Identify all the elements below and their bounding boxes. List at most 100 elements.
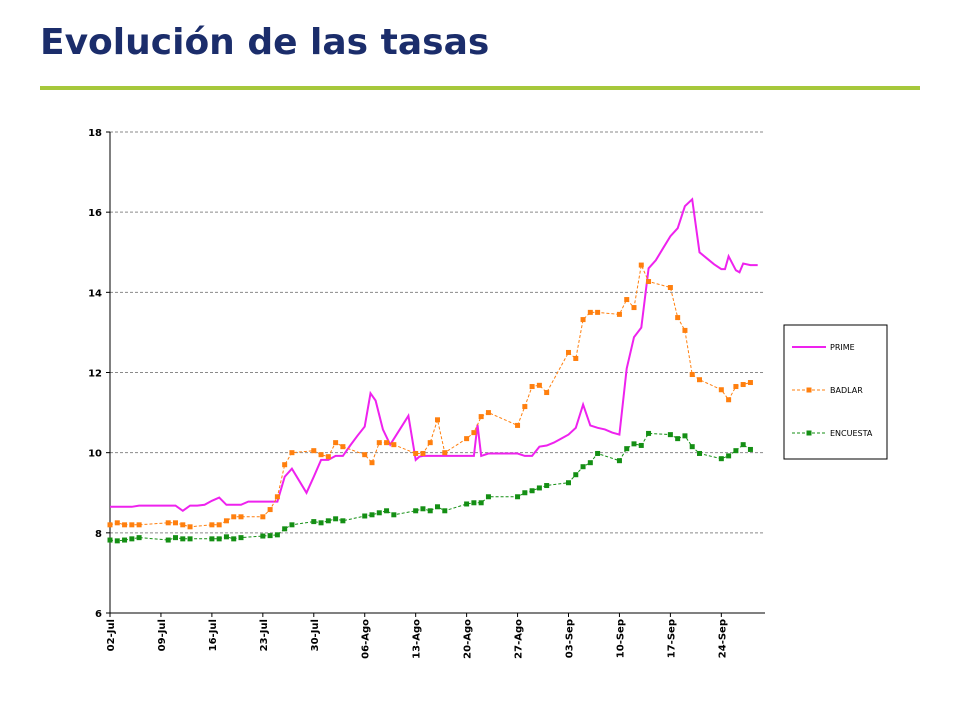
point-encuesta — [260, 533, 266, 539]
point-badlar — [107, 522, 113, 528]
point-badlar — [267, 507, 273, 513]
point-badlar — [587, 309, 593, 315]
point-badlar — [216, 522, 222, 528]
point-badlar — [223, 518, 229, 524]
slide-title: Evolución de las tasas — [40, 22, 490, 63]
point-encuesta — [362, 513, 368, 519]
point-badlar — [675, 315, 681, 321]
point-badlar — [442, 450, 448, 456]
point-badlar — [667, 285, 673, 291]
point-encuesta — [529, 488, 535, 494]
point-badlar — [435, 417, 440, 423]
series-line-encuesta — [109, 432, 751, 542]
point-encuesta — [114, 538, 120, 544]
x-tick-label: 20-Ago — [463, 619, 474, 659]
y-tick-label: 14 — [88, 288, 102, 299]
x-tick-label: 03-Sep — [565, 619, 576, 658]
point-badlar — [595, 309, 601, 315]
point-badlar — [682, 327, 688, 333]
point-encuesta — [536, 485, 542, 491]
point-encuesta — [267, 533, 273, 539]
point-encuesta — [173, 535, 178, 541]
point-encuesta — [675, 436, 681, 442]
point-encuesta — [595, 450, 601, 456]
point-encuesta — [180, 536, 186, 542]
point-badlar — [369, 460, 375, 466]
x-tick-label: 30-Jul — [310, 619, 321, 651]
point-badlar — [260, 514, 266, 520]
point-encuesta — [165, 537, 171, 543]
legend-marker-badlar — [806, 387, 812, 393]
point-encuesta — [435, 504, 440, 510]
legend-label-encuesta: ENCUESTA — [830, 429, 873, 438]
point-badlar — [697, 377, 702, 383]
point-encuesta — [427, 508, 433, 514]
point-badlar — [536, 382, 542, 388]
point-encuesta — [413, 508, 419, 514]
x-tick-label: 06-Ago — [361, 619, 372, 659]
point-badlar — [566, 349, 571, 355]
point-badlar — [631, 305, 637, 311]
point-encuesta — [682, 433, 688, 439]
x-tick-label: 16-Jul — [208, 619, 219, 651]
point-badlar — [209, 522, 215, 528]
point-encuesta — [376, 510, 382, 516]
legend-marker-encuesta — [806, 430, 812, 436]
point-encuesta — [689, 444, 695, 450]
point-badlar — [311, 448, 317, 454]
series-line-badlar — [109, 263, 751, 528]
point-encuesta — [318, 520, 324, 526]
point-badlar — [173, 520, 178, 526]
x-tick-label: 02-Jul — [106, 619, 117, 651]
point-encuesta — [718, 456, 724, 462]
point-encuesta — [485, 494, 491, 500]
point-encuesta — [580, 464, 586, 470]
x-tick-label: 27-Ago — [514, 619, 525, 659]
point-encuesta — [733, 448, 739, 454]
point-encuesta — [624, 446, 630, 452]
point-badlar — [544, 390, 550, 396]
y-tick-label: 16 — [88, 208, 102, 219]
point-encuesta — [340, 518, 346, 524]
point-encuesta — [129, 536, 135, 542]
point-encuesta — [325, 518, 331, 524]
point-badlar — [638, 262, 644, 268]
point-encuesta — [587, 460, 593, 466]
y-tick-label: 10 — [88, 449, 102, 460]
x-tick-label: 13-Ago — [412, 619, 423, 659]
y-tick-label: 6 — [95, 609, 102, 620]
y-tick-labels: 6 8 10 12 14 16 18 — [88, 128, 102, 620]
point-badlar — [747, 380, 753, 386]
x-tick-label: 09-Jul — [157, 619, 168, 651]
y-tick-label: 12 — [88, 369, 102, 380]
point-encuesta — [289, 522, 295, 528]
point-encuesta — [442, 508, 448, 514]
point-encuesta — [391, 512, 397, 518]
point-encuesta — [369, 512, 375, 518]
point-badlar — [471, 430, 477, 436]
point-badlar — [376, 440, 382, 446]
point-encuesta — [238, 535, 244, 541]
point-badlar — [289, 450, 295, 456]
point-encuesta — [740, 442, 746, 448]
x-tick-label: 24-Sep — [717, 619, 728, 658]
point-encuesta — [566, 480, 571, 486]
point-encuesta — [646, 430, 652, 436]
point-badlar — [165, 520, 171, 526]
point-encuesta — [667, 432, 673, 438]
point-badlar — [384, 440, 390, 446]
point-encuesta — [747, 446, 753, 452]
point-badlar — [718, 387, 724, 393]
point-encuesta — [136, 535, 142, 541]
point-badlar — [624, 297, 630, 303]
x-tick-label: 10-Sep — [615, 619, 626, 658]
point-badlar — [413, 450, 419, 456]
point-encuesta — [522, 490, 528, 496]
point-encuesta — [209, 536, 215, 542]
point-badlar — [340, 444, 346, 450]
point-badlar — [333, 440, 339, 446]
point-badlar — [114, 520, 120, 526]
point-badlar — [136, 522, 142, 528]
point-badlar — [580, 317, 586, 323]
